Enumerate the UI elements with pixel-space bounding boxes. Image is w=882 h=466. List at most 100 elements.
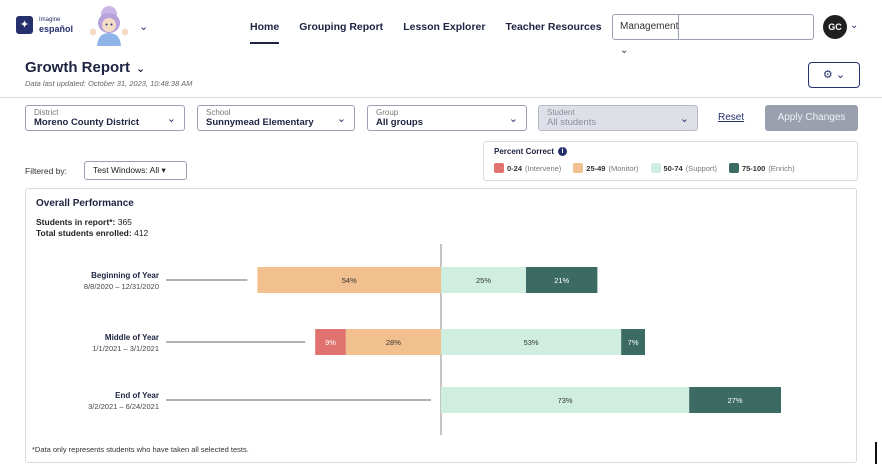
total-enrolled: Total students enrolled: 412	[36, 228, 148, 238]
bar-segment-intervene[interactable]	[315, 329, 346, 355]
students-in-report-value: 365	[117, 217, 132, 227]
percent-correct-legend: Percent Correct i 0-24 (Intervene) 25-49 …	[483, 141, 858, 181]
filtered-by-label: Filtered by:	[25, 166, 68, 176]
student-label: Student	[547, 108, 575, 117]
user-menu-chevron-icon[interactable]: ⌄	[850, 20, 859, 31]
mascot-avatar-icon[interactable]	[88, 6, 130, 46]
chevron-down-icon: ⌄	[508, 113, 518, 125]
chevron-down-icon: ⌄	[336, 113, 346, 125]
bar-value-label: 73%	[558, 396, 573, 405]
legend-item-enrich: 75-100 (Enrich)	[728, 163, 795, 173]
legend-item-monitor: 25-49 (Monitor)	[573, 163, 639, 173]
page-title: Growth Report	[25, 59, 130, 76]
legend-range: 0-24	[507, 163, 523, 173]
app-logo[interactable]: ✦ Imagine español	[16, 16, 73, 34]
school-select[interactable]: School Sunnymead Elementary ⌄	[197, 105, 355, 131]
user-avatar[interactable]: GC	[823, 15, 847, 39]
row-date-range: 3/2/2021 – 6/24/2021	[88, 402, 159, 411]
search-input[interactable]	[679, 15, 824, 39]
report-selector[interactable]: Growth Report ⌄	[25, 59, 145, 76]
legend-category: (Enrich)	[768, 163, 795, 173]
logo-badge-icon: ✦	[16, 16, 33, 34]
bar-segment-monitor[interactable]	[345, 329, 441, 355]
legend-item-intervene: 0-24 (Intervene)	[494, 163, 561, 173]
search-scope-dropdown[interactable]: Management ⌄	[613, 15, 680, 56]
legend-item-support: 50-74 (Support)	[650, 163, 717, 173]
district-label: District	[34, 108, 59, 117]
row-date-range: 1/1/2021 – 3/1/2021	[92, 344, 159, 353]
overall-performance-card: Overall Performance Students in report*:…	[25, 188, 857, 463]
legend-swatch	[494, 163, 504, 173]
bar-value-label: 25%	[476, 276, 491, 285]
total-enrolled-value: 412	[134, 228, 149, 238]
legend-category: (Monitor)	[608, 163, 639, 173]
nav-lesson-explorer[interactable]: Lesson Explorer	[403, 21, 486, 33]
legend-swatch	[650, 163, 661, 173]
legend-range: 50-74	[663, 163, 683, 173]
chevron-down-icon: ⌄	[679, 113, 689, 125]
legend-category: (Support)	[685, 163, 717, 173]
student-value: All students	[547, 117, 597, 128]
bar-segment-enrich[interactable]	[621, 329, 645, 355]
bar-segment-monitor[interactable]	[257, 267, 441, 293]
legend-category: (Intervene)	[525, 163, 562, 173]
nav-grouping-report[interactable]: Grouping Report	[299, 21, 384, 33]
main-nav: Home Grouping Report Lesson Explorer Tea…	[240, 0, 612, 52]
card-title: Overall Performance	[36, 198, 134, 209]
test-windows-select[interactable]: Test Windows: All ▾	[84, 161, 187, 180]
reset-link[interactable]: Reset	[718, 112, 745, 123]
top-navigation-bar: ✦ Imagine español ⌄ Home Grouping Report…	[0, 0, 882, 56]
total-enrolled-label: Total students enrolled:	[36, 228, 132, 238]
legend-title: Percent Correct	[494, 147, 555, 156]
info-icon[interactable]: i	[558, 147, 568, 157]
school-value: Sunnymead Elementary	[206, 117, 314, 128]
row-label: Middle of Year	[105, 333, 159, 342]
mascot-chevron-down-icon[interactable]: ⌄	[139, 21, 149, 33]
legend-swatch	[573, 163, 584, 173]
logo-line1: Imagine	[39, 17, 61, 23]
bar-segment-support[interactable]	[441, 267, 526, 293]
legend-items: 0-24 (Intervene) 25-49 (Monitor) 50-74 (…	[494, 163, 807, 173]
students-in-report-label: Students in report*:	[36, 217, 116, 227]
nav-home[interactable]: Home	[240, 0, 289, 52]
row-label: Beginning of Year	[91, 271, 159, 280]
district-value: Moreno County District	[34, 117, 140, 128]
legend-title-wrap: Percent Correct i	[494, 147, 568, 157]
row-label: End of Year	[115, 391, 159, 400]
window-edge-divider	[875, 442, 877, 464]
last-updated-text: Data last updated: October 31, 2023, 10:…	[25, 79, 193, 88]
bar-segment-support[interactable]	[441, 329, 622, 355]
chevron-down-icon: ⌄	[136, 63, 146, 75]
bar-segment-enrich[interactable]	[689, 387, 781, 413]
group-label: Group	[376, 108, 399, 117]
row-date-range: 8/8/2020 – 12/31/2020	[84, 282, 159, 291]
overall-performance-chart: Beginning of Year 8/8/2020 – 12/31/2020 54…	[84, 244, 781, 435]
search-bar: Management ⌄ 🔍︎	[612, 14, 837, 56]
district-select[interactable]: District Moreno County District ⌄	[25, 105, 185, 131]
page-header: Growth Report ⌄ Data last updated: Octobe…	[0, 52, 882, 98]
school-label: School	[206, 108, 231, 117]
settings-button[interactable]: ⚙ ⌄	[808, 62, 860, 88]
bar-segment-enrich[interactable]	[526, 267, 598, 293]
bar-value-label: 53%	[524, 338, 539, 347]
bar-value-label: 27%	[728, 396, 743, 405]
footnote: *Data only represents students who have …	[32, 445, 249, 454]
student-select[interactable]: Student All students ⌄	[538, 105, 698, 131]
bar-value-label: 7%	[628, 338, 639, 347]
bar-value-label: 21%	[554, 276, 569, 285]
chevron-down-icon: ⌄	[166, 113, 176, 125]
apply-changes-button[interactable]: Apply Changes	[765, 105, 858, 131]
bar-segment-support[interactable]	[441, 387, 690, 413]
students-in-report: Students in report*: 365	[36, 217, 132, 227]
logo-text: Imagine español	[39, 16, 73, 34]
filter-bar: District Moreno County District ⌄ School…	[0, 98, 882, 148]
group-value: All groups	[376, 117, 423, 128]
group-select[interactable]: Group All groups ⌄	[367, 105, 527, 131]
legend-range: 75-100	[741, 163, 766, 173]
bar-value-label: 54%	[342, 276, 357, 285]
bar-value-label: 9%	[325, 338, 336, 347]
legend-swatch	[728, 163, 739, 173]
bar-value-label: 28%	[386, 338, 401, 347]
nav-teacher-resources[interactable]: Teacher Resources	[505, 21, 602, 33]
